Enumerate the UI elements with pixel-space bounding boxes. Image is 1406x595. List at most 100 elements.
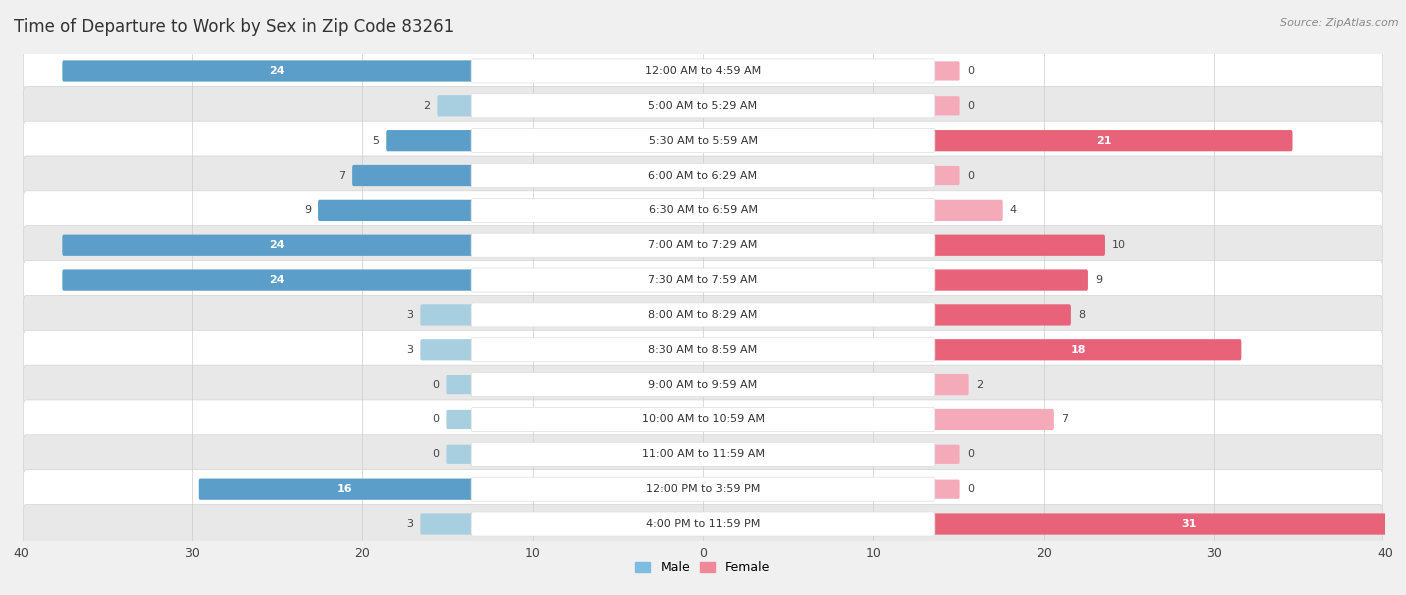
FancyBboxPatch shape xyxy=(447,410,474,429)
Text: 9:00 AM to 9:59 AM: 9:00 AM to 9:59 AM xyxy=(648,380,758,390)
Text: 31: 31 xyxy=(1181,519,1197,529)
FancyBboxPatch shape xyxy=(24,295,1382,334)
FancyBboxPatch shape xyxy=(24,400,1382,439)
FancyBboxPatch shape xyxy=(24,156,1382,195)
Text: 3: 3 xyxy=(406,345,413,355)
Text: 0: 0 xyxy=(967,171,974,180)
Text: 24: 24 xyxy=(269,66,284,76)
FancyBboxPatch shape xyxy=(471,477,935,501)
FancyBboxPatch shape xyxy=(24,365,1382,404)
Text: 24: 24 xyxy=(269,240,284,250)
Text: 7: 7 xyxy=(337,171,344,180)
FancyBboxPatch shape xyxy=(318,200,474,221)
Text: 8:30 AM to 8:59 AM: 8:30 AM to 8:59 AM xyxy=(648,345,758,355)
Text: 10:00 AM to 10:59 AM: 10:00 AM to 10:59 AM xyxy=(641,415,765,424)
Text: 21: 21 xyxy=(1095,136,1111,146)
Legend: Male, Female: Male, Female xyxy=(630,556,776,579)
FancyBboxPatch shape xyxy=(24,435,1382,474)
FancyBboxPatch shape xyxy=(24,330,1382,369)
FancyBboxPatch shape xyxy=(24,226,1382,265)
Text: 5:30 AM to 5:59 AM: 5:30 AM to 5:59 AM xyxy=(648,136,758,146)
FancyBboxPatch shape xyxy=(24,86,1382,126)
Text: 0: 0 xyxy=(432,449,439,459)
FancyBboxPatch shape xyxy=(420,339,474,361)
Text: 6:30 AM to 6:59 AM: 6:30 AM to 6:59 AM xyxy=(648,205,758,215)
Text: 5:00 AM to 5:29 AM: 5:00 AM to 5:29 AM xyxy=(648,101,758,111)
FancyBboxPatch shape xyxy=(932,409,1054,430)
Text: 7:00 AM to 7:29 AM: 7:00 AM to 7:29 AM xyxy=(648,240,758,250)
Text: 10: 10 xyxy=(1112,240,1126,250)
FancyBboxPatch shape xyxy=(352,165,474,186)
FancyBboxPatch shape xyxy=(62,234,474,256)
Text: 7: 7 xyxy=(1062,415,1069,424)
Text: 0: 0 xyxy=(967,449,974,459)
Text: 2: 2 xyxy=(976,380,983,390)
FancyBboxPatch shape xyxy=(62,60,474,82)
FancyBboxPatch shape xyxy=(420,513,474,535)
FancyBboxPatch shape xyxy=(932,130,1292,151)
FancyBboxPatch shape xyxy=(932,96,959,115)
FancyBboxPatch shape xyxy=(471,338,935,362)
Text: 7:30 AM to 7:59 AM: 7:30 AM to 7:59 AM xyxy=(648,275,758,285)
Text: 12:00 PM to 3:59 PM: 12:00 PM to 3:59 PM xyxy=(645,484,761,494)
FancyBboxPatch shape xyxy=(471,164,935,187)
FancyBboxPatch shape xyxy=(932,513,1406,535)
Text: 11:00 AM to 11:59 AM: 11:00 AM to 11:59 AM xyxy=(641,449,765,459)
Text: 8: 8 xyxy=(1078,310,1085,320)
Text: 3: 3 xyxy=(406,519,413,529)
FancyBboxPatch shape xyxy=(471,198,935,223)
FancyBboxPatch shape xyxy=(447,375,474,394)
Text: 5: 5 xyxy=(373,136,380,146)
Text: 2: 2 xyxy=(423,101,430,111)
Text: 12:00 AM to 4:59 AM: 12:00 AM to 4:59 AM xyxy=(645,66,761,76)
FancyBboxPatch shape xyxy=(932,444,959,464)
FancyBboxPatch shape xyxy=(471,94,935,118)
FancyBboxPatch shape xyxy=(932,339,1241,361)
Text: 6:00 AM to 6:29 AM: 6:00 AM to 6:29 AM xyxy=(648,171,758,180)
FancyBboxPatch shape xyxy=(471,408,935,431)
FancyBboxPatch shape xyxy=(932,304,1071,325)
FancyBboxPatch shape xyxy=(24,505,1382,544)
Text: 0: 0 xyxy=(967,66,974,76)
FancyBboxPatch shape xyxy=(471,59,935,83)
Text: 0: 0 xyxy=(967,101,974,111)
FancyBboxPatch shape xyxy=(198,478,474,500)
Text: 16: 16 xyxy=(337,484,353,494)
FancyBboxPatch shape xyxy=(471,442,935,466)
Text: 24: 24 xyxy=(269,275,284,285)
Text: 9: 9 xyxy=(304,205,311,215)
FancyBboxPatch shape xyxy=(932,374,969,395)
Text: 0: 0 xyxy=(432,415,439,424)
FancyBboxPatch shape xyxy=(932,61,959,80)
FancyBboxPatch shape xyxy=(471,268,935,292)
FancyBboxPatch shape xyxy=(932,166,959,185)
FancyBboxPatch shape xyxy=(24,191,1382,230)
Text: 8:00 AM to 8:29 AM: 8:00 AM to 8:29 AM xyxy=(648,310,758,320)
Text: Time of Departure to Work by Sex in Zip Code 83261: Time of Departure to Work by Sex in Zip … xyxy=(14,18,454,36)
FancyBboxPatch shape xyxy=(447,444,474,464)
FancyBboxPatch shape xyxy=(932,480,959,499)
Text: Source: ZipAtlas.com: Source: ZipAtlas.com xyxy=(1281,18,1399,28)
FancyBboxPatch shape xyxy=(387,130,474,151)
FancyBboxPatch shape xyxy=(471,233,935,257)
Text: 0: 0 xyxy=(432,380,439,390)
Text: 4:00 PM to 11:59 PM: 4:00 PM to 11:59 PM xyxy=(645,519,761,529)
Text: 3: 3 xyxy=(406,310,413,320)
FancyBboxPatch shape xyxy=(437,95,474,117)
FancyBboxPatch shape xyxy=(62,270,474,291)
FancyBboxPatch shape xyxy=(24,51,1382,90)
FancyBboxPatch shape xyxy=(420,304,474,325)
FancyBboxPatch shape xyxy=(932,234,1105,256)
FancyBboxPatch shape xyxy=(471,512,935,536)
FancyBboxPatch shape xyxy=(471,303,935,327)
FancyBboxPatch shape xyxy=(932,270,1088,291)
Text: 9: 9 xyxy=(1095,275,1102,285)
Text: 18: 18 xyxy=(1070,345,1085,355)
FancyBboxPatch shape xyxy=(24,121,1382,160)
FancyBboxPatch shape xyxy=(471,129,935,153)
Text: 0: 0 xyxy=(967,484,974,494)
Text: 4: 4 xyxy=(1010,205,1017,215)
FancyBboxPatch shape xyxy=(24,261,1382,300)
FancyBboxPatch shape xyxy=(24,469,1382,509)
FancyBboxPatch shape xyxy=(932,200,1002,221)
